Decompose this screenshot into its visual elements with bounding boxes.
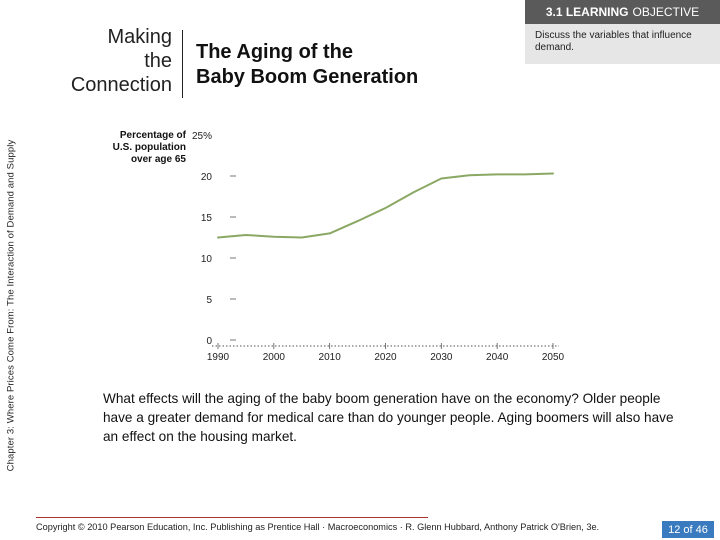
x-tick-label: 2020 — [374, 352, 397, 363]
y-tick-label: 10 — [201, 254, 213, 265]
title-line-1: The Aging of the — [196, 41, 354, 63]
mtc-line-2: the — [144, 50, 172, 72]
mtc-line-1: Making — [107, 26, 172, 48]
chart-axes: 0 5 10 15 20 25% 1990 2000 2010 2020 2030 2040 2050 — [192, 131, 565, 363]
x-tick-label: 2030 — [430, 352, 453, 363]
learning-objective-badge-rest: OBJECTIVE — [632, 5, 700, 19]
chart-caption: What effects will the aging of the baby … — [103, 391, 674, 444]
x-tick-label: 2010 — [319, 352, 342, 363]
x-tick-label: 2040 — [486, 352, 509, 363]
y-tick-label: 15 — [201, 213, 213, 224]
footer-divider — [36, 517, 428, 518]
x-tick-label: 1990 — [207, 352, 230, 363]
page-number-badge: 12 of 46 — [662, 521, 714, 538]
learning-objective-box: Discuss the variables that influence dem… — [525, 24, 720, 64]
y-tick-label: 5 — [206, 295, 212, 306]
y-top-tick-label: 25% — [192, 131, 212, 142]
mtc-line-3: Connection — [70, 74, 172, 96]
learning-objective-badge: 3.1 LEARNING OBJECTIVE — [525, 0, 720, 24]
x-tick-label: 2050 — [542, 352, 565, 363]
y-tick-label: 20 — [201, 172, 213, 183]
making-the-connection-label: Making the Connection — [40, 25, 172, 97]
chart-series — [217, 172, 554, 239]
title-line-2: Baby Boom Generation — [196, 66, 419, 88]
copyright-footer: Copyright © 2010 Pearson Education, Inc.… — [36, 522, 600, 532]
y-tick-label: 0 — [206, 336, 212, 347]
page-title: The Aging of the Baby Boom Generation — [196, 40, 418, 90]
learning-objective-badge-bold: 3.1 LEARNING — [545, 5, 629, 19]
mtc-divider — [182, 30, 183, 98]
learning-objective-text: Discuss the variables that influence dem… — [535, 30, 692, 53]
x-tick-label: 2000 — [263, 352, 286, 363]
series-line — [217, 172, 554, 239]
y-axis-label: Percentage of U.S. population over age 6… — [112, 130, 186, 165]
